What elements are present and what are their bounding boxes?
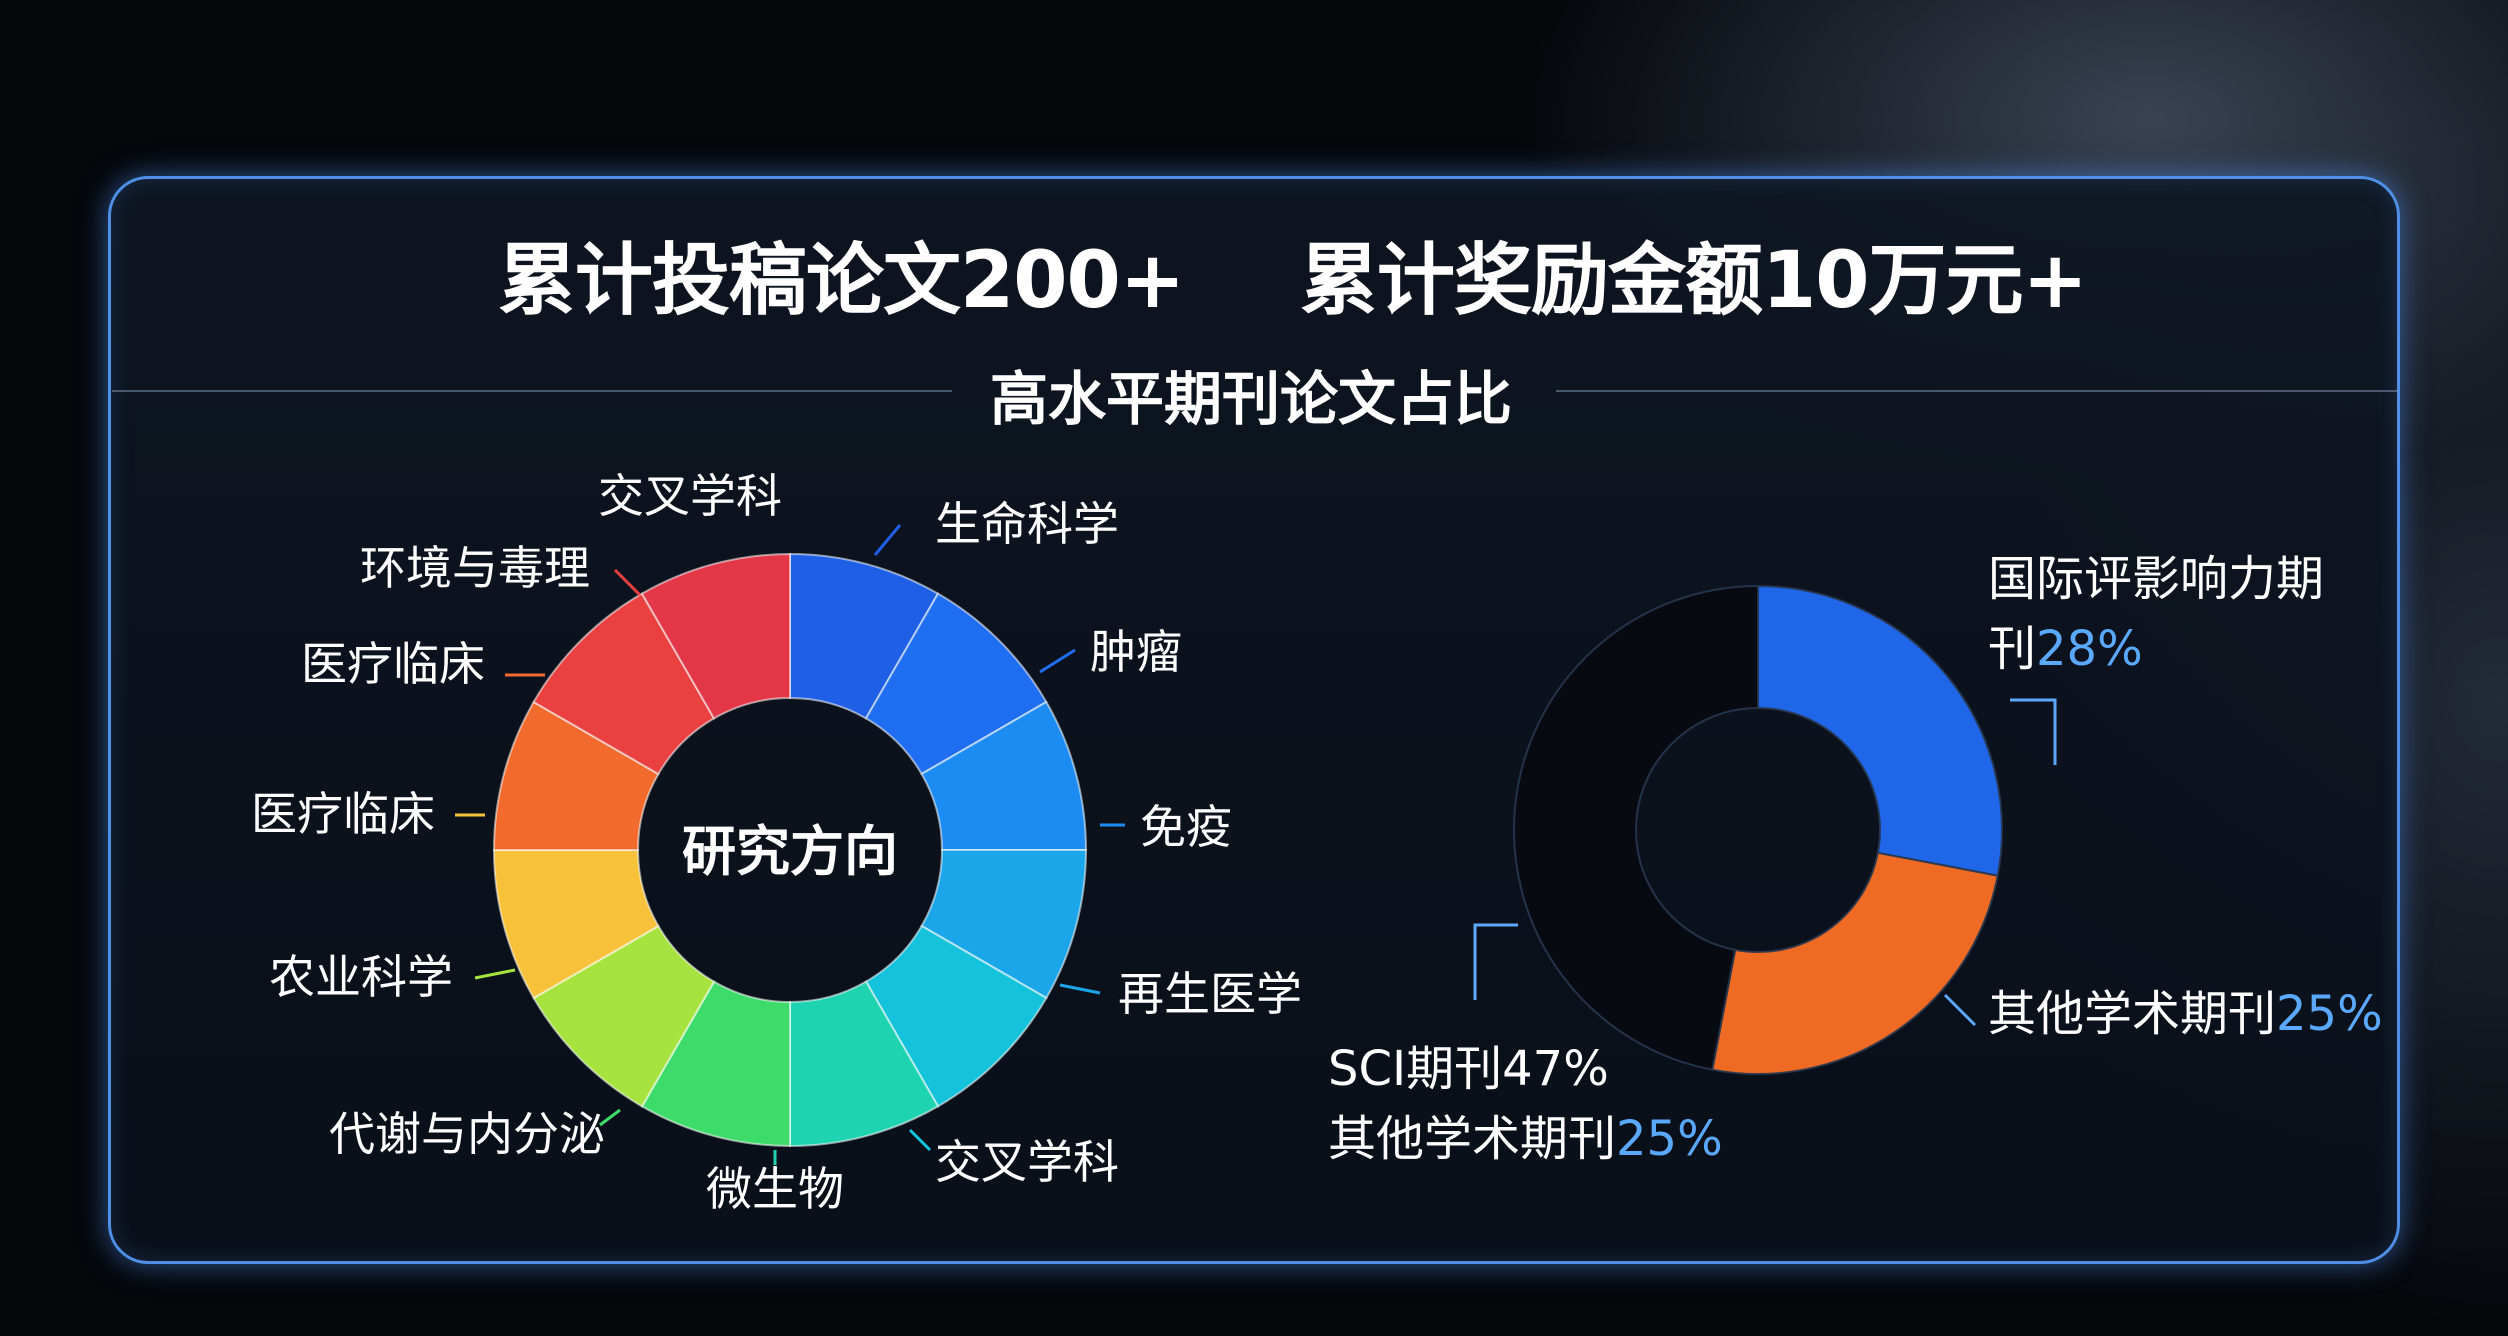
donut1-slice-label: 生命科学 [935,497,1119,551]
donut1-leader-line [908,1128,932,1152]
donut2-annotation: 其他学术期刊25% [1988,986,2383,1042]
donut2-annotation-text: 刊 [1988,621,2036,677]
donut1-leader-line [1059,983,1101,995]
donut2-leader-line [1943,993,1977,1027]
donut1-leader-line [613,568,642,597]
donut1-leader-line [1039,648,1076,674]
donut1-slice-label: 代谢与内分泌 [329,1107,605,1161]
donut1-slice-label: 医疗临床 [251,787,435,841]
donut1-slice-label: 免疫 [1140,800,1232,854]
donut2-annotation-percent: 28% [2036,621,2143,677]
donut1-slice-label: 再生医学 [1118,967,1302,1021]
donut1-slice [640,552,791,720]
donut2-annotation: 国际评影响力期 [1988,551,2324,607]
divider-right [1556,390,2398,392]
donut2-annotation: SCI期刊47% [1328,1041,1609,1097]
donut2-annotation-percent: 25% [2276,986,2383,1042]
donut1-slice-label: 医疗临床 [301,637,485,691]
donut2-annotation-text: SCI期刊47% [1328,1041,1609,1097]
donut1-slice-label: 交叉学科 [935,1135,1119,1189]
donut2-leader-line [1473,923,1518,1000]
donut1-center-label: 研究方向 [682,820,898,883]
donut1-leader-line [599,1108,621,1127]
donut2-slice [1513,584,1759,1071]
donut1-leader-line [873,524,902,556]
donut1-slice-label: 肿瘤 [1090,625,1182,679]
donut2-annotation: 其他学术期刊25% [1328,1111,1723,1167]
stats-panel [108,176,2400,1264]
section-title: 高水平期刊论文占比 [990,365,1513,433]
divider-left [112,390,952,392]
donut2-slice [1711,851,1999,1075]
donut1-leader-line [474,968,516,980]
donut1-slice-label: 环境与毒理 [360,541,590,595]
donut2-annotation-text: 国际评影响力期 [1988,551,2324,607]
donut1-slice-label: 农业科学 [269,950,453,1004]
donut1-slice-label: 交叉学科 [598,469,782,523]
donut2-slice [1757,584,2003,877]
donut2-leader-line [2010,698,2057,765]
donut2-annotation-text: 其他学术期刊 [1328,1111,1616,1167]
stat-awards-headline: 累计奖励金额10万元+ [1300,236,2088,326]
donut1-slice-label: 微生物 [706,1162,844,1216]
research-direction-donut: 生命科学肿瘤免疫再生医学交叉学科微生物代谢与内分泌农业科学医疗临床医疗临床环境与… [251,469,1302,1216]
donut2-annotation-percent: 25% [1616,1111,1723,1167]
donut2-annotation: 刊28% [1988,621,2143,677]
donut2-annotation-text: 其他学术期刊 [1988,986,2276,1042]
stat-papers-headline: 累计投稿论文200+ [498,236,1185,326]
